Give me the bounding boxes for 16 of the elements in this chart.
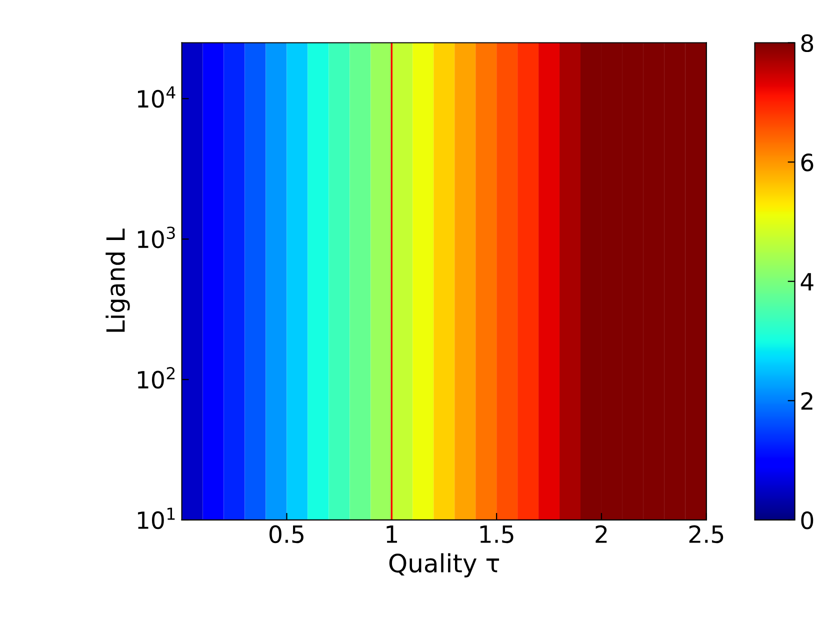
x-tick-label: 2.5 bbox=[689, 525, 724, 544]
y-axis-title: Ligand L bbox=[106, 228, 130, 332]
y-tick-label: 10$^{3}$ bbox=[138, 226, 175, 248]
y-tick-label: 10$^{4}$ bbox=[138, 86, 176, 108]
y-tick-label: 10$^{2}$ bbox=[138, 367, 175, 389]
color-bar-label: 8 bbox=[801, 34, 814, 52]
x-axis-title: Quality τ bbox=[389, 553, 500, 578]
color-bar-label: 2 bbox=[801, 392, 812, 410]
color-bar-label: 6 bbox=[801, 154, 814, 172]
color-bar-label: 0 bbox=[801, 511, 814, 530]
x-tick-label: 2 bbox=[596, 525, 607, 543]
color-bar-label: 4 bbox=[800, 273, 814, 290]
y-tick-label: 10$^{1}$ bbox=[138, 508, 175, 530]
x-tick-label: 0.5 bbox=[270, 525, 304, 544]
x-tick-label: 1.5 bbox=[480, 526, 514, 544]
x-tick-label: 1 bbox=[386, 526, 397, 543]
